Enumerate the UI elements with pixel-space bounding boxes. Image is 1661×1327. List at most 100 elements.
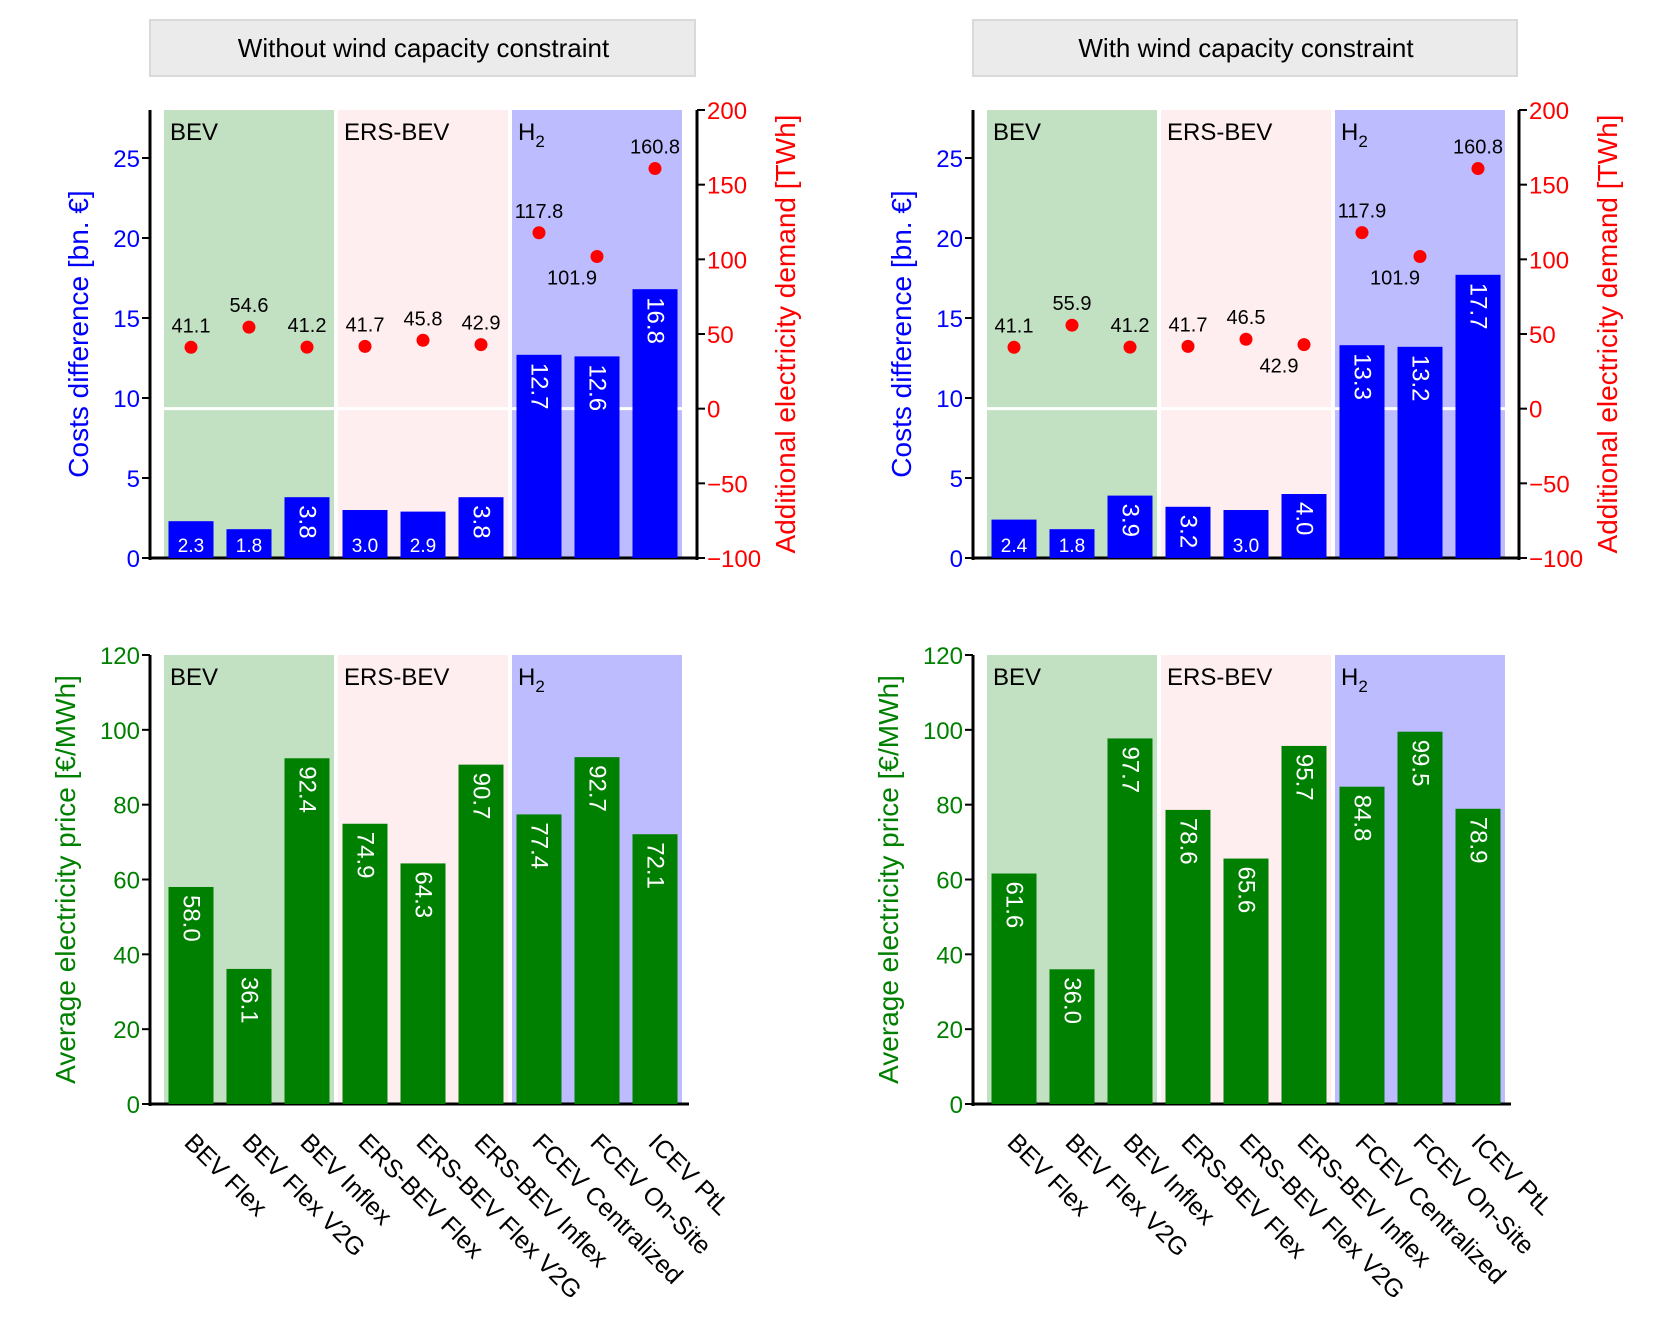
bottom-right-bar [1397, 731, 1443, 1104]
bottom-left-bar [574, 757, 620, 1104]
bottom-right-bar-label: 65.6 [1233, 867, 1260, 914]
top-left-demand-point [416, 333, 430, 347]
top-left-demand-point [590, 249, 604, 263]
bottom-right-bar-label: 95.7 [1291, 754, 1318, 801]
point-layer [184, 162, 1485, 354]
top-right-bar-label: 2.4 [1001, 536, 1028, 557]
top-left-y2-tick-label: 150 [707, 173, 747, 200]
top-right-demand-point [1355, 226, 1369, 240]
top-right-y2-tick-label: −50 [1529, 471, 1570, 498]
top-left-demand-point [532, 226, 546, 240]
top-left-y2-tick-label: 50 [707, 322, 734, 349]
top-right-demand-label: 41.2 [1111, 315, 1150, 337]
top-left-demand-point [648, 162, 662, 176]
top-left-y-tick-label: 15 [113, 306, 140, 333]
bottom-left-group-label-ers-bev: ERS-BEV [344, 664, 449, 691]
top-right-bar-label: 3.9 [1117, 504, 1144, 537]
bottom-right-bar [1107, 738, 1153, 1104]
top-right-bar [1339, 345, 1385, 558]
bottom-left-y-axis-title: Average electricity price [€/MWh] [50, 675, 81, 1084]
top-left-bar [458, 497, 504, 558]
top-right-band-bev [987, 110, 1157, 558]
label-layer: BEV ERS-BEV H2 41.1 54.6 41.2 41.7 45.8 42.9 117.… [170, 119, 1558, 1304]
top-left-bar-label: 2.9 [410, 536, 436, 557]
bottom-right-group-label-ers-bev: ERS-BEV [1167, 664, 1272, 691]
top-right-bar [1049, 529, 1095, 558]
top-right-bar [1107, 495, 1153, 558]
bottom-left-bar [400, 863, 446, 1104]
top-left-y-tick-label: 0 [127, 546, 140, 573]
top-left-demand-point [358, 339, 372, 353]
top-left-y-axis-title: Costs difference [bn. €] [63, 190, 94, 477]
bottom-left-bar [342, 823, 388, 1104]
bottom-right-bar [1049, 969, 1095, 1104]
top-right-demand-point [1413, 249, 1427, 263]
top-left-y2-tick-label: −50 [707, 471, 748, 498]
bottom-left-bar-label: 36.1 [236, 977, 263, 1024]
top-right-demand-point [1123, 340, 1137, 354]
top-right-y-tick-label: 20 [936, 226, 963, 253]
top-right-demand-point [1181, 339, 1195, 353]
top-right-demand-label: 46.5 [1227, 307, 1266, 329]
top-left-demand-label: 45.8 [404, 308, 443, 330]
top-left-bar-label: 1.8 [236, 536, 262, 557]
bottom-left-bar-label: 72.1 [642, 842, 669, 889]
bottom-right-bar-label: 78.9 [1465, 817, 1492, 864]
bottom-left-bar [284, 758, 330, 1104]
bottom-right-y-tick-label: 20 [936, 1017, 963, 1044]
bottom-left-y-tick-label: 0 [127, 1092, 140, 1119]
top-right-y2-tick-label: 50 [1529, 322, 1556, 349]
bottom-right-bar-label: 78.6 [1175, 818, 1202, 865]
top-right-y2-tick-label: 200 [1529, 98, 1569, 125]
bottom-left-bar [516, 814, 562, 1104]
top-right-y-tick-label: 10 [936, 386, 963, 413]
bottom-left-bar-label: 92.7 [584, 765, 611, 812]
top-right-y-tick-label: 15 [936, 306, 963, 333]
top-right-demand-label: 42.9 [1260, 356, 1299, 378]
top-right-bar-label: 4.0 [1291, 502, 1318, 535]
bottom-left-bar-label: 77.4 [526, 822, 553, 869]
top-right-bar [1397, 346, 1443, 558]
bottom-left-bar-label: 64.3 [410, 871, 437, 918]
top-left-bar-label: 12.6 [584, 364, 611, 411]
top-left-y2-tick-label: −100 [707, 546, 761, 573]
top-left-demand-label: 54.6 [230, 295, 269, 317]
top-left-bar-label: 3.0 [352, 536, 378, 557]
bottom-right-bar-label: 36.0 [1059, 977, 1086, 1024]
top-right-bar-label: 3.0 [1233, 536, 1259, 557]
bottom-right-bar-label: 84.8 [1349, 795, 1376, 842]
top-right-demand-point [1239, 332, 1253, 346]
bottom-right-group-label-bev: BEV [993, 664, 1041, 691]
top-right-y2-tick-label: 0 [1529, 397, 1542, 424]
top-left-demand-label: 42.9 [462, 313, 501, 335]
top-right-demand-label: 55.9 [1053, 293, 1092, 315]
top-left-group-label-ers-bev: ERS-BEV [344, 119, 449, 146]
bottom-left-bar [226, 968, 272, 1104]
top-right-group-label-h2: H2 [1341, 119, 1368, 151]
top-left-y-tick-label: 25 [113, 146, 140, 173]
bottom-right-bar [991, 873, 1037, 1104]
top-left-y-tick-label: 5 [127, 466, 140, 493]
top-right-y-axis-title: Costs difference [bn. €] [886, 190, 917, 477]
top-right-bar-label: 13.2 [1407, 355, 1434, 402]
top-right-bar [991, 519, 1037, 558]
top-left-group-label-bev: BEV [170, 119, 218, 146]
top-right-y2-axis-title: Additional electricity demand [TWh] [1592, 115, 1623, 554]
top-right-group-label-bev: BEV [993, 119, 1041, 146]
top-left-demand-label: 41.7 [346, 314, 385, 336]
bottom-right-y-tick-label: 120 [923, 643, 963, 670]
bottom-right-y-tick-label: 100 [923, 718, 963, 745]
bottom-right-bar-label: 99.5 [1407, 740, 1434, 787]
bottom-right-y-axis-title: Average electricity price [€/MWh] [873, 675, 904, 1084]
bottom-right-group-subscript-h2: 2 [1358, 677, 1367, 696]
top-right-demand-point [1007, 340, 1021, 354]
bottom-right-y-tick-label: 80 [936, 793, 963, 820]
top-left-y2-tick-label: 100 [707, 247, 747, 274]
top-left-bar-label: 3.8 [468, 505, 495, 538]
bottom-left-y-tick-label: 40 [113, 942, 140, 969]
bottom-left-bar-label: 92.4 [294, 766, 321, 813]
bottom-right-y-tick-label: 40 [936, 942, 963, 969]
top-left-demand-label: 41.2 [288, 315, 327, 337]
top-left-facet-box [149, 19, 696, 77]
